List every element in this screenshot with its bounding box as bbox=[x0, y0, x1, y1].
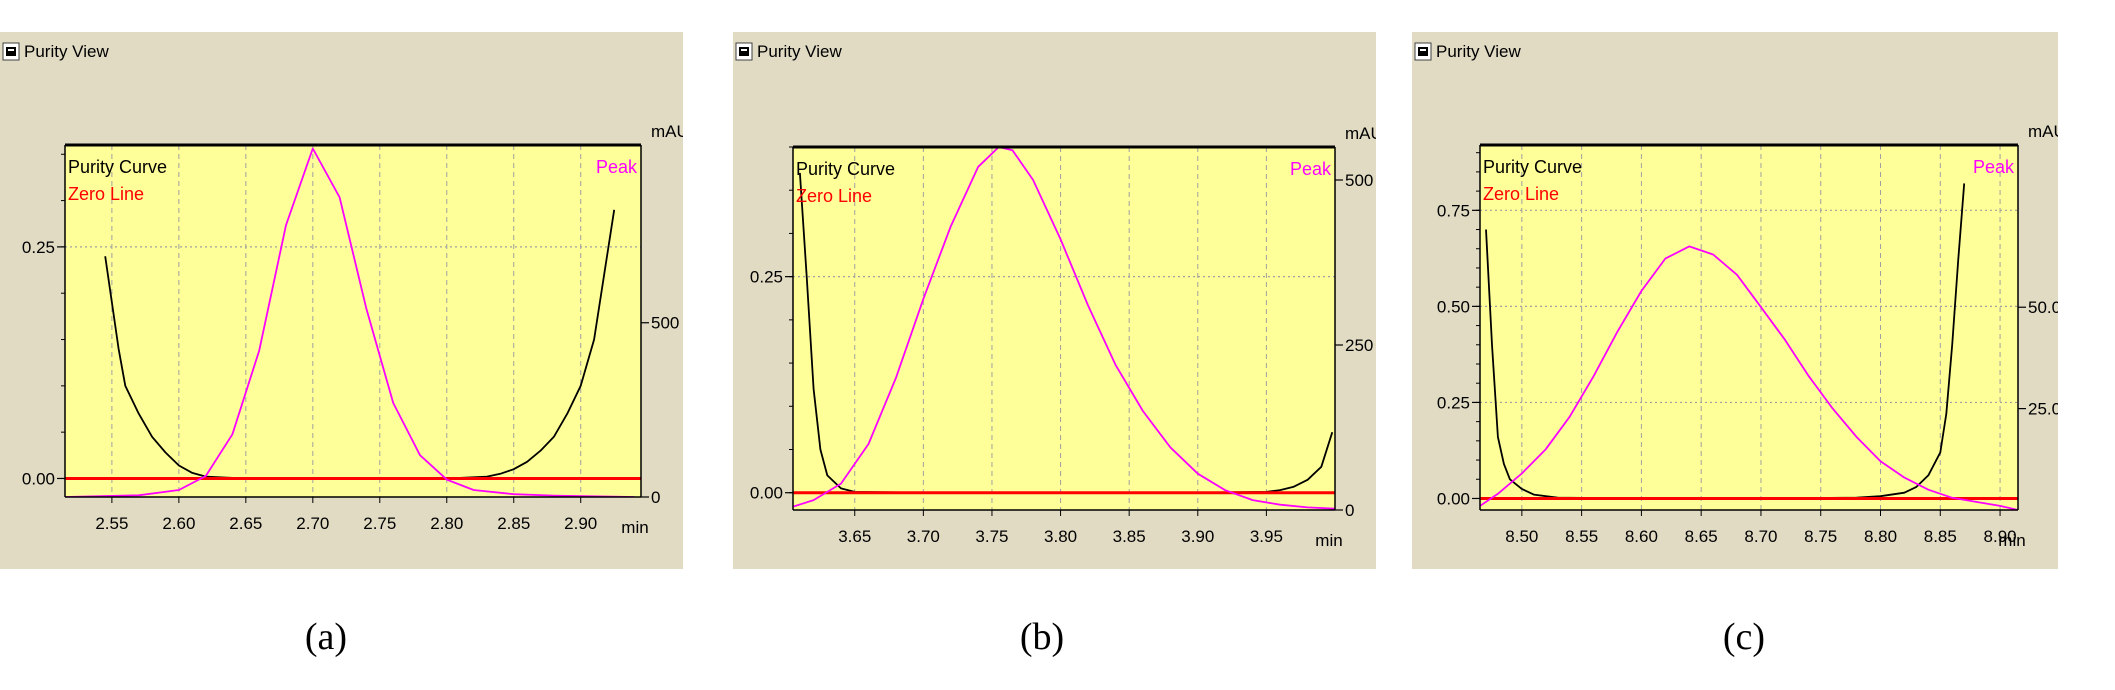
legend-zero-line: Zero Line bbox=[796, 186, 872, 206]
y2-tick-label: 50.0 bbox=[2028, 298, 2058, 317]
y-tick-label: 0.75 bbox=[1437, 201, 1470, 220]
x-tick-label: 2.60 bbox=[162, 514, 195, 533]
x-unit-label: min bbox=[621, 518, 648, 537]
x-tick-label: 3.65 bbox=[838, 527, 871, 546]
purity-view-window-a: Purity View 2.55 2.60 2.65 2.70 2.75 2.80 2.85 2… bbox=[0, 32, 683, 569]
y-tick-label: 0.00 bbox=[22, 469, 55, 488]
y-tick-label: 0.00 bbox=[1437, 489, 1470, 508]
y2-tick-label: 500 bbox=[1345, 171, 1373, 190]
x-tick-label: 8.85 bbox=[1924, 527, 1957, 546]
plot-area bbox=[65, 145, 641, 497]
y2-tick-label: 250 bbox=[1345, 336, 1373, 355]
y2-tick-label: 25.0 bbox=[2028, 400, 2058, 419]
x-unit-label: min bbox=[1998, 531, 2025, 550]
x-tick-label: 2.70 bbox=[296, 514, 329, 533]
purity-view-window-c: Purity View 8.50 8.55 8.60 8.65 8.70 8.75 8.80 8… bbox=[1412, 32, 2058, 569]
y-tick-label: 0.00 bbox=[750, 484, 783, 503]
x-tick-label: 8.55 bbox=[1565, 527, 1598, 546]
caption-b: (b) bbox=[1019, 616, 1065, 658]
legend-zero-line: Zero Line bbox=[1483, 184, 1559, 204]
window-title: Purity View bbox=[757, 42, 842, 61]
y2-tick-label: 500 bbox=[651, 314, 679, 333]
window-title: Purity View bbox=[1436, 42, 1521, 61]
x-tick-label: 3.95 bbox=[1250, 527, 1283, 546]
window-button-icon[interactable] bbox=[2, 42, 20, 61]
x-tick-label: 2.75 bbox=[363, 514, 396, 533]
y2-unit-label: mAU bbox=[651, 122, 683, 141]
legend-peak: Peak bbox=[1973, 157, 2015, 177]
x-tick-label: 3.90 bbox=[1181, 527, 1214, 546]
legend-peak: Peak bbox=[1290, 159, 1332, 179]
legend-peak: Peak bbox=[596, 157, 638, 177]
legend-purity-curve: Purity Curve bbox=[1483, 157, 1582, 177]
y-tick-label: 0.25 bbox=[1437, 393, 1470, 412]
x-tick-label: 3.70 bbox=[907, 527, 940, 546]
purity-chart: Purity View 3.65 3.70 3.75 3.80 3.85 3.90 3.95 m… bbox=[735, 42, 1376, 550]
y-tick-label: 0.50 bbox=[1437, 297, 1470, 316]
x-tick-label: 2.65 bbox=[229, 514, 262, 533]
x-tick-label: 3.75 bbox=[975, 527, 1008, 546]
x-tick-label: 2.80 bbox=[430, 514, 463, 533]
x-tick-label: 8.60 bbox=[1625, 527, 1658, 546]
caption-a: (a) bbox=[304, 616, 348, 658]
purity-chart: Purity View 8.50 8.55 8.60 8.65 8.70 8.75 8.80 8… bbox=[1414, 42, 2058, 550]
y-tick-label: 0.25 bbox=[22, 238, 55, 257]
plot-area bbox=[1480, 145, 2018, 510]
x-unit-label: min bbox=[1315, 531, 1342, 550]
purity-view-window-b: Purity View 3.65 3.70 3.75 3.80 3.85 3.90 3.95 m… bbox=[733, 32, 1376, 569]
window-button-icon[interactable] bbox=[735, 42, 753, 61]
peak-series bbox=[65, 147, 635, 497]
x-tick-label: 8.70 bbox=[1744, 527, 1777, 546]
x-tick-label: 3.85 bbox=[1113, 527, 1146, 546]
y-tick-label: 0.25 bbox=[750, 268, 783, 287]
y2-tick-label: 0 bbox=[1345, 501, 1354, 520]
y2-tick-label: 0 bbox=[651, 488, 660, 507]
x-tick-label: 2.55 bbox=[95, 514, 128, 533]
plot-area bbox=[793, 147, 1335, 510]
x-tick-label: 8.65 bbox=[1685, 527, 1718, 546]
purity-chart: Purity View 2.55 2.60 2.65 2.70 2.75 2.80 2.85 2… bbox=[2, 42, 683, 537]
window-button-icon[interactable] bbox=[1414, 42, 1432, 61]
x-tick-label: 8.90 bbox=[1984, 527, 2017, 546]
x-tick-label: 2.90 bbox=[564, 514, 597, 533]
legend-zero-line: Zero Line bbox=[68, 184, 144, 204]
peak-series bbox=[793, 147, 1335, 510]
y2-unit-label: mAU bbox=[2028, 122, 2058, 141]
x-tick-label: 8.80 bbox=[1864, 527, 1897, 546]
peak-series bbox=[1480, 245, 2018, 510]
legend-purity-curve: Purity Curve bbox=[68, 157, 167, 177]
x-tick-label: 8.75 bbox=[1804, 527, 1837, 546]
x-tick-label: 3.80 bbox=[1044, 527, 1077, 546]
x-tick-label: 2.85 bbox=[497, 514, 530, 533]
legend-purity-curve: Purity Curve bbox=[796, 159, 895, 179]
window-title: Purity View bbox=[24, 42, 109, 61]
caption-c: (c) bbox=[1722, 616, 1766, 658]
x-tick-label: 8.50 bbox=[1505, 527, 1538, 546]
y2-unit-label: mAU bbox=[1345, 124, 1376, 143]
